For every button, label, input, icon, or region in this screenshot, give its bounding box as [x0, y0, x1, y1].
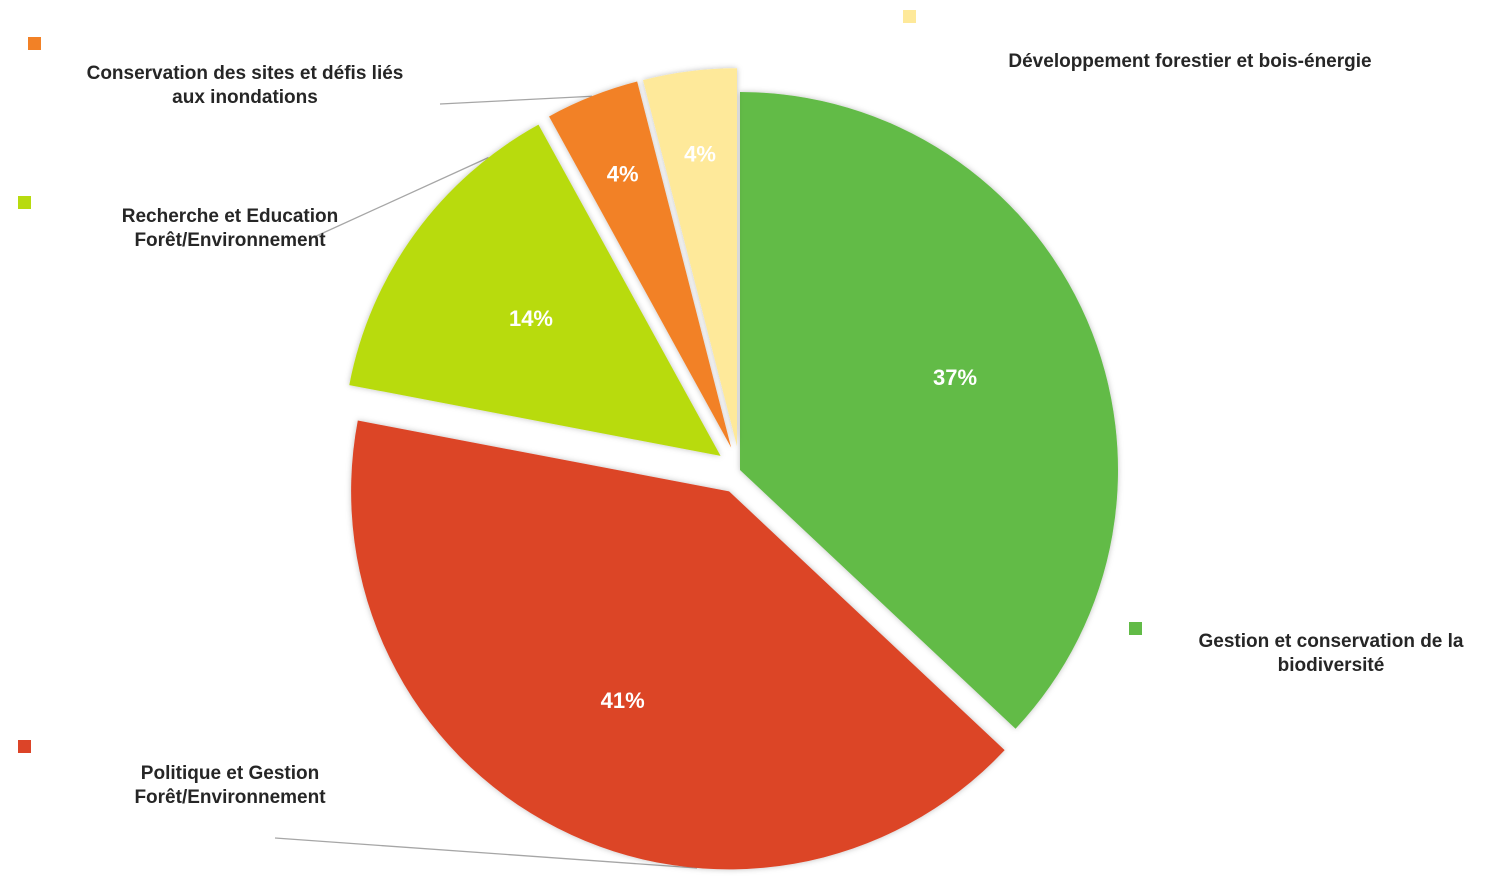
slice-gestion-biodiversite	[740, 92, 1118, 729]
label-politique-gestion: Politique et Gestion Forêt/Environnement	[134, 763, 326, 808]
label-gestion-biodiversite: Gestion et conservation de la biodiversi…	[1198, 631, 1464, 676]
leader-lines	[274, 95, 698, 869]
slice-conservation-sites	[549, 81, 732, 448]
label-recherche-education: Recherche et Education Forêt/Environneme…	[121, 206, 339, 251]
slice-recherche-education	[349, 124, 721, 456]
percent-label-recherche-education: 14%	[509, 306, 553, 331]
legend-swatch-recherche-education	[18, 196, 31, 209]
leader-line-conservation-sites	[439, 95, 593, 105]
slice-politique-gestion	[351, 420, 1005, 870]
legend-swatch-politique-gestion	[18, 740, 31, 753]
percent-label-conservation-sites: 4%	[607, 162, 639, 187]
pie-slices	[349, 68, 1118, 870]
legend-swatch-developpement-forestier	[903, 10, 916, 23]
percent-label-politique-gestion: 41%	[601, 688, 645, 713]
percent-label-gestion-biodiversite: 37%	[933, 365, 977, 390]
percent-label-developpement-forestier: 4%	[684, 142, 716, 167]
label-conservation-sites: Conservation des sites et défis liés aux…	[86, 63, 404, 108]
leader-line-politique-gestion	[274, 837, 698, 869]
slice-developpement-forestier	[642, 68, 737, 447]
percent-labels: 37% 41% 14% 4% 4%	[509, 142, 977, 714]
legend-swatch-conservation-sites	[28, 37, 41, 50]
label-developpement-forestier: Développement forestier et bois-énergie	[1008, 51, 1372, 72]
legend-swatch-gestion-biodiversite	[1129, 622, 1142, 635]
leader-line-recherche-education	[311, 156, 489, 239]
